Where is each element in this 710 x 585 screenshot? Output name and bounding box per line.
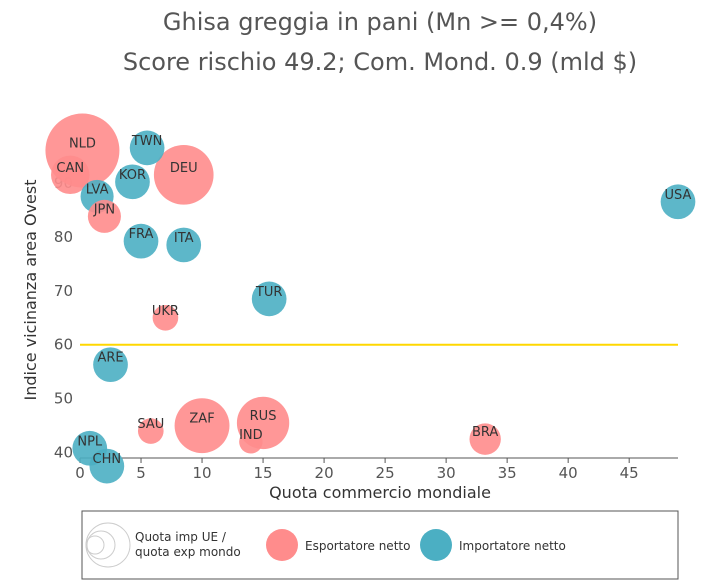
legend: Quota imp UE / quota exp mondo Esportato…: [81, 510, 679, 580]
bubble-label-bra: BRA: [472, 425, 498, 440]
bubble-fra: [123, 223, 159, 259]
bubble-kor: [115, 164, 150, 200]
bubble-label-sau: SAU: [137, 417, 164, 432]
y-tick-label: 70: [54, 282, 73, 300]
bubble-zaf: [174, 398, 230, 454]
x-tick-label: 5: [136, 464, 146, 482]
x-tick-label: 45: [620, 464, 639, 482]
y-axis-title: Indice vicinanza area Ovest: [21, 180, 40, 401]
bubble-ind: [239, 430, 263, 454]
bubble-twn: [129, 130, 165, 166]
legend-esportatore-swatch: [266, 529, 298, 561]
legend-size-circle-small: [85, 535, 105, 555]
x-axis-title: Quota commercio mondiale: [269, 483, 491, 502]
legend-size-label-line2: quota exp mondo: [135, 545, 241, 559]
bubble-label-deu: DEU: [170, 161, 198, 176]
bubble-label-usa: USA: [665, 188, 692, 203]
x-tick-label: 35: [498, 464, 517, 482]
x-tick-label: 20: [315, 464, 334, 482]
legend-box: [81, 510, 679, 580]
y-axis-ticks: 405060708090: [54, 174, 73, 462]
x-tick-label: 10: [192, 464, 211, 482]
bubble-label-rus: RUS: [250, 409, 277, 424]
bubble-sau: [137, 418, 164, 444]
bubble-label-jpn: JPN: [93, 202, 115, 217]
legend-importatore-swatch: [420, 529, 452, 561]
legend-size-circle-medium: [86, 530, 116, 560]
chart-subtitle: Score rischio 49.2; Com. Mond. 0.9 (mld …: [123, 48, 637, 76]
legend-esportatore-label: Esportatore netto: [305, 539, 410, 553]
bubble-label-tur: TUR: [255, 285, 283, 300]
bubble-chn: [89, 448, 125, 484]
bubble-label-nld: NLD: [69, 137, 96, 152]
x-tick-label: 0: [75, 464, 85, 482]
bubble-label-ukr: UKR: [152, 304, 179, 319]
y-tick-label: 50: [54, 390, 73, 408]
bubble-label-zaf: ZAF: [189, 412, 214, 427]
bubble-jpn: [87, 199, 121, 233]
y-tick-label: 60: [54, 336, 73, 354]
bubble-label-are: ARE: [97, 351, 123, 366]
y-tick-label: 80: [54, 228, 73, 246]
bubble-can: [51, 155, 90, 195]
bubble-label-ita: ITA: [174, 231, 194, 246]
bubble-label-lva: LVA: [86, 182, 109, 197]
bubble-tur: [251, 281, 287, 317]
y-tick-label: 40: [54, 444, 73, 462]
bubble-label-chn: CHN: [93, 452, 122, 467]
chart-title: Ghisa greggia in pani (Mn >= 0,4%): [163, 8, 597, 36]
x-tick-label: 30: [437, 464, 456, 482]
legend-importatore-label: Importatore netto: [459, 539, 566, 553]
bubble-usa: [660, 184, 696, 220]
bubble-label-kor: KOR: [119, 168, 146, 183]
legend-size-label-line1: Quota imp UE /: [135, 530, 227, 544]
bubble-ita: [166, 227, 202, 263]
bubble-label-can: CAN: [56, 161, 84, 176]
bubble-bra: [469, 423, 501, 455]
bubble-deu: [153, 144, 214, 205]
x-axis-ticks: 0 5 10 15 20 25 30 35 40 45: [75, 458, 639, 482]
bubble-label-ind: IND: [239, 428, 263, 443]
x-tick-label: 40: [559, 464, 578, 482]
bubble-label-twn: TWN: [131, 134, 163, 149]
x-tick-label: 15: [254, 464, 273, 482]
bubble-label-npl: NPL: [77, 434, 103, 449]
x-tick-label: 25: [376, 464, 395, 482]
bubble-ukr: [152, 304, 179, 331]
bubbles: NLD TWN CAN DEU KOR LVA JPN USA FRA ITA TUR UKR ARE Z…: [45, 113, 696, 484]
bubble-are: [93, 347, 128, 383]
bubble-label-fra: FRA: [129, 227, 154, 242]
